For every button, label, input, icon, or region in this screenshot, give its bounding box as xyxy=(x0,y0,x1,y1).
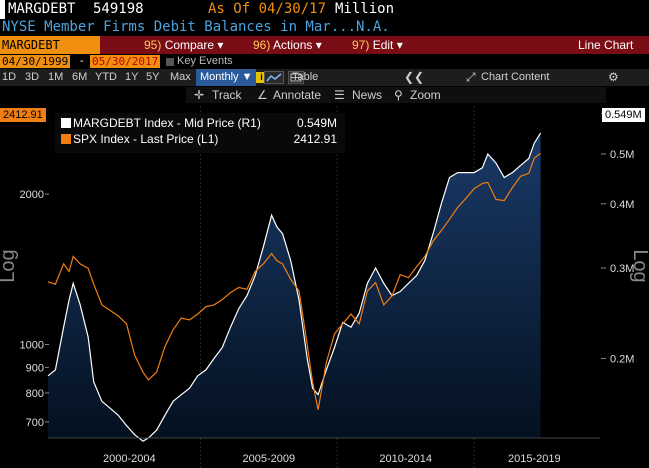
chart-content-icon[interactable]: ⤢ xyxy=(466,70,476,84)
legend-entry-margdebt[interactable]: MARGDEBT Index - Mid Price (R1) 0.549M xyxy=(61,116,341,131)
legend-value-margdebt: 0.549M xyxy=(296,116,337,130)
news-button[interactable]: News xyxy=(352,88,383,102)
ticker-symbol[interactable]: MARGDEBT xyxy=(8,1,76,17)
compare-menu[interactable]: 95) Compare ▾ xyxy=(144,36,223,54)
right-axis-tick-label: 0.3M xyxy=(610,263,634,275)
annotate-button[interactable]: Annotate xyxy=(273,88,322,102)
key-events-label: Key Events xyxy=(177,55,233,67)
x-axis-tick-label: 2015-2019 xyxy=(508,453,561,465)
start-date-field[interactable]: 04/30/1999 xyxy=(0,55,71,68)
chart-toolbar: ✛ Track ∠ Annotate ☰ News ⚲ Zoom xyxy=(186,87,606,103)
x-axis-tick-label: 2010-2014 xyxy=(379,453,432,465)
line-chart-glyph xyxy=(266,73,282,82)
legend-swatch-margdebt xyxy=(61,118,71,128)
frequency-dropdown[interactable]: Monthly ▼ xyxy=(196,69,257,86)
edit-label: Edit xyxy=(372,38,394,52)
legend-label-spx: SPX Index - Last Price (L1) xyxy=(73,132,219,146)
left-axis-tick-label: 2000 xyxy=(20,189,44,201)
view-label[interactable]: Line Chart xyxy=(578,38,634,52)
zoom-button[interactable]: Zoom xyxy=(410,88,441,102)
compare-number: 95) xyxy=(144,38,162,52)
margdebt-area-fill xyxy=(48,133,541,442)
period-max[interactable]: Max xyxy=(170,71,191,83)
legend-value-spx: 2412.91 xyxy=(293,132,337,146)
security-description-row: NYSE Member Firms Debit Balances in Mar.… xyxy=(0,19,649,36)
right-axis-tick-label: 0.2M xyxy=(610,353,634,365)
legend-swatch-spx xyxy=(61,134,71,144)
dropdown-arrow-icon: ▾ xyxy=(217,38,224,52)
edit-number: 97) xyxy=(352,38,370,52)
ticker-field[interactable]: MARGDEBT Index xyxy=(0,36,100,70)
security-description: NYSE Member Firms Debit Balances in Mar.… xyxy=(2,19,390,35)
end-date-field[interactable]: 05/30/2017 xyxy=(90,55,161,68)
period-1d[interactable]: 1D xyxy=(2,71,17,83)
table-button[interactable]: Table xyxy=(292,71,319,83)
compare-label: Compare xyxy=(164,38,215,52)
track-icon: ✛ xyxy=(194,88,205,102)
margdebt-series-line[interactable] xyxy=(47,132,542,442)
right-axis-title: Log xyxy=(629,249,649,282)
actions-label: Actions xyxy=(273,38,313,52)
track-button[interactable]: Track xyxy=(212,88,242,102)
annotate-icon: ∠ xyxy=(257,88,268,102)
frequency-label: Monthly xyxy=(200,71,239,83)
margdebt-last-value-label: 0.549M xyxy=(602,108,645,122)
function-menubar: MARGDEBT Index 95) Compare ▾ 96) Actions… xyxy=(0,36,649,70)
collapse-icon[interactable]: ❮❮ xyxy=(404,70,425,84)
period-3d[interactable]: 3D xyxy=(25,71,40,83)
legend-label-margdebt: MARGDEBT Index - Mid Price (R1) xyxy=(73,116,261,130)
header-cursor xyxy=(0,0,5,19)
line-chart-icon[interactable] xyxy=(264,71,284,84)
info-icon[interactable]: i xyxy=(256,72,267,83)
last-value: 549198 xyxy=(93,1,144,17)
chart-legend: MARGDEBT Index - Mid Price (R1) 0.549M S… xyxy=(55,113,345,153)
dropdown-arrow-icon: ▾ xyxy=(396,38,403,52)
news-icon: ☰ xyxy=(334,88,345,102)
as-of-date: As Of 04/30/17 xyxy=(208,1,327,17)
period-ytd[interactable]: YTD xyxy=(95,71,117,83)
legend-entry-spx[interactable]: SPX Index - Last Price (L1) 2412.91 xyxy=(61,132,341,147)
period-1m[interactable]: 1M xyxy=(48,71,64,83)
date-separator: - xyxy=(80,55,84,67)
settings-gear-icon[interactable]: ⚙ xyxy=(608,70,619,84)
table-glyph xyxy=(290,73,302,82)
spx-last-value-label: 2412.91 xyxy=(0,108,46,122)
right-axis-tick-label: 0.5M xyxy=(610,149,634,161)
period-5y[interactable]: 5Y xyxy=(146,71,160,83)
key-events-checkbox[interactable] xyxy=(166,58,174,66)
period-1y[interactable]: 1Y xyxy=(125,71,139,83)
left-axis-tick-label: 900 xyxy=(26,362,44,374)
date-range-row: 04/30/1999 - 05/30/2017 Key Events xyxy=(0,54,649,69)
zoom-icon: ⚲ xyxy=(394,88,403,102)
timeframe-bar: 1D 3D 1M 6M YTD 1Y 5Y Max Monthly ▼ i Ta… xyxy=(0,69,649,86)
spx-series-line[interactable] xyxy=(47,152,541,410)
left-axis-tick-label: 1000 xyxy=(20,339,44,351)
chart-content-button[interactable]: Chart Content xyxy=(481,71,550,83)
left-axis-tick-label: 700 xyxy=(26,417,44,429)
x-axis-tick-label: 2005-2009 xyxy=(243,453,296,465)
actions-menu[interactable]: 96) Actions ▾ xyxy=(253,36,322,54)
right-axis-tick-label: 0.4M xyxy=(610,199,634,211)
left-axis-tick-label: 800 xyxy=(26,388,44,400)
dropdown-arrow-icon: ▾ xyxy=(315,38,322,52)
unit-label: Million xyxy=(335,1,395,17)
security-header: MARGDEBT 549198 As Of 04/30/17 Million xyxy=(0,0,649,19)
actions-number: 96) xyxy=(253,38,271,52)
edit-menu[interactable]: 97) Edit ▾ xyxy=(352,36,403,54)
dropdown-arrow-icon: ▼ xyxy=(241,71,253,83)
table-icon[interactable] xyxy=(288,71,304,84)
left-axis-title: Log xyxy=(0,249,19,282)
period-6m[interactable]: 6M xyxy=(72,71,88,83)
x-axis-tick-label: 2000-2004 xyxy=(103,453,156,465)
